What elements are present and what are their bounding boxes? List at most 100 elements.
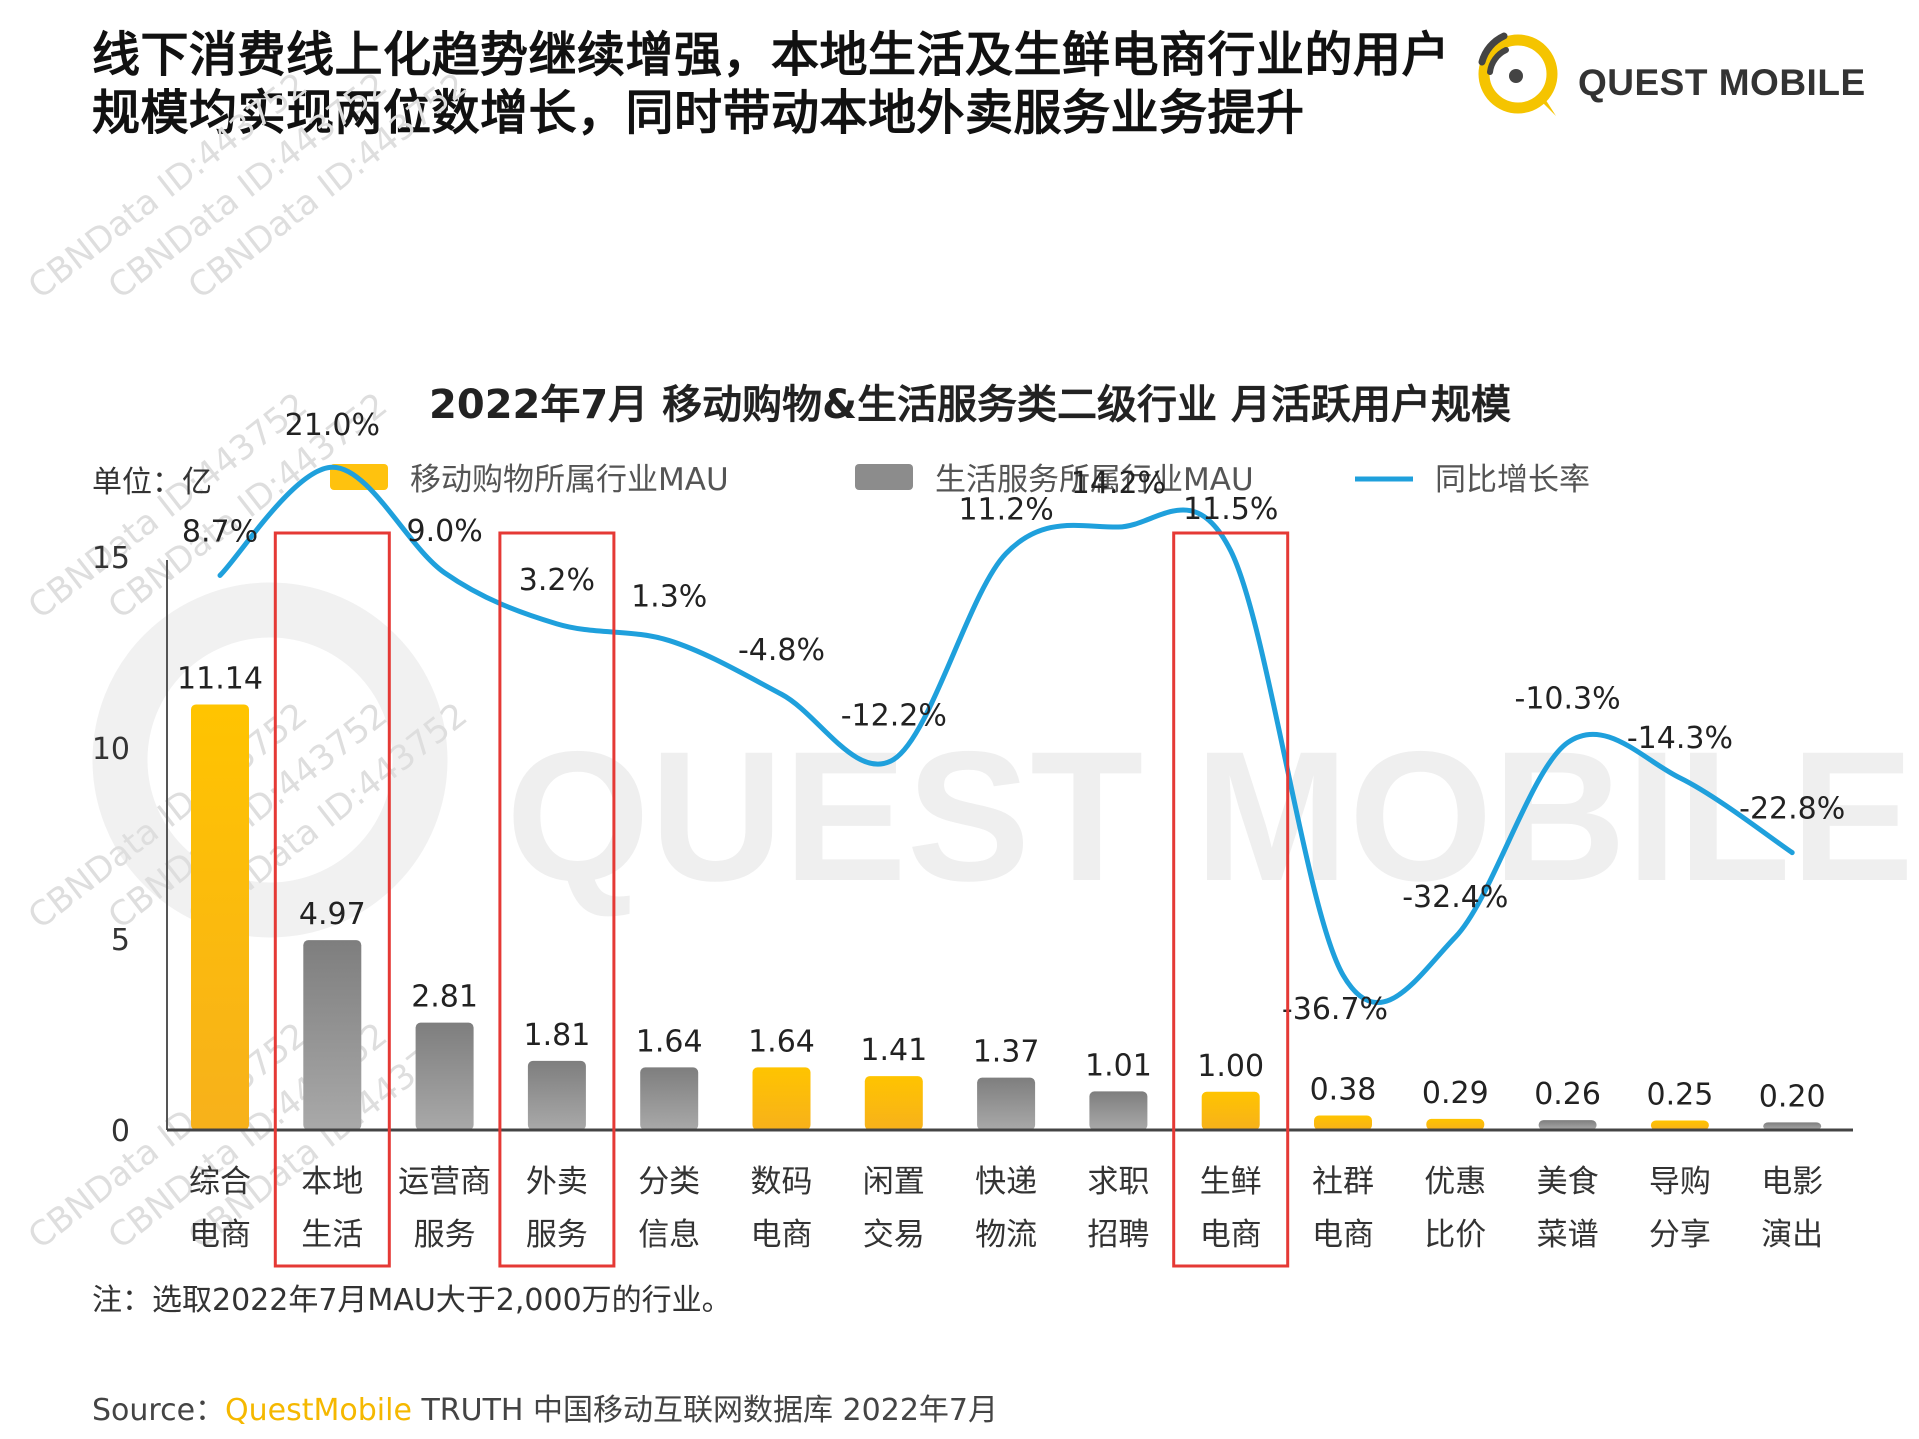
y-tick-label-2: 10: [92, 732, 130, 767]
category-label-4-line2: 信息: [638, 1217, 700, 1253]
bar-value-label-13: 0.25: [1647, 1077, 1714, 1112]
category-label-0-line1: 综合: [189, 1164, 251, 1200]
source-line: Source：QuestMobile TRUTH 中国移动互联网数据库 2022…: [92, 1385, 998, 1429]
bar-10: [1314, 1115, 1372, 1130]
growth-rate-line: [217, 464, 1795, 1005]
bar-value-label-9: 1.00: [1197, 1049, 1264, 1084]
growth-label-0: 8.7%: [182, 514, 258, 549]
category-label-12-line2: 菜谱: [1537, 1217, 1599, 1253]
quest-mobile-logo: QUEST MOBILE: [1468, 22, 1888, 132]
category-label-14-line1: 电影: [1761, 1164, 1823, 1200]
category-label-10-line1: 社群: [1312, 1164, 1374, 1200]
bar-value-label-1: 4.97: [299, 897, 366, 932]
category-label-9-line1: 生鲜: [1200, 1164, 1262, 1200]
bar-value-label-7: 1.37: [973, 1035, 1040, 1070]
category-label-0-line2: 电商: [189, 1217, 251, 1253]
highlight-box-1: [498, 531, 616, 1268]
category-label-1-line2: 生活: [301, 1217, 363, 1253]
bar-value-label-10: 0.38: [1310, 1072, 1377, 1107]
bar-value-label-8: 1.01: [1085, 1048, 1152, 1083]
bar-value-label-14: 0.20: [1759, 1079, 1826, 1114]
bar-value-label-5: 1.64: [748, 1024, 815, 1059]
category-label-6-line1: 闲置: [863, 1164, 925, 1200]
growth-label-14: -22.8%: [1739, 792, 1845, 827]
headline-line-1: 线下消费线上化趋势继续增强，本地生活及生鲜电商行业的用户: [92, 27, 1451, 83]
y-tick-label-3: 15: [92, 541, 130, 576]
bar-value-label-3: 1.81: [524, 1018, 591, 1053]
growth-label-10: -36.7%: [1282, 992, 1388, 1027]
watermark-background-text: QUEST MOBILE: [506, 714, 1914, 920]
source-brand: QuestMobile: [225, 1393, 412, 1428]
category-label-4-line1: 分类: [638, 1164, 700, 1200]
source-prefix: Source：: [92, 1393, 226, 1428]
chart-note: 注：选取2022年7月MAU大于2,000万的行业。: [92, 1283, 732, 1318]
category-label-1-line1: 本地: [301, 1164, 363, 1200]
category-label-3-line1: 外卖: [526, 1164, 588, 1200]
bar-5: [752, 1067, 811, 1130]
category-label-3-line2: 服务: [526, 1217, 588, 1253]
headline-line-2: 规模均实现两位数增长，同时带动本地外卖服务业务提升: [92, 85, 1305, 141]
growth-label-12: -10.3%: [1515, 682, 1621, 717]
bar-1: [303, 940, 362, 1130]
legend-label-2: 同比增长率: [1435, 462, 1590, 498]
highlight-box-0: [273, 531, 391, 1268]
bar-value-label-11: 0.29: [1422, 1076, 1489, 1111]
growth-label-5: -4.8%: [738, 633, 825, 668]
category-label-12-line1: 美食: [1537, 1164, 1599, 1200]
bar-13: [1650, 1120, 1709, 1130]
bar-12: [1538, 1120, 1597, 1130]
y-tick-label-1: 5: [111, 923, 130, 958]
category-label-14-line2: 演出: [1761, 1217, 1823, 1253]
category-label-11-line2: 比价: [1424, 1217, 1486, 1253]
legend-swatch-1: [855, 464, 913, 490]
category-label-2-line2: 服务: [414, 1217, 476, 1253]
category-label-11-line1: 优惠: [1424, 1164, 1486, 1200]
growth-label-2: 9.0%: [406, 514, 482, 549]
highlight-box-2: [1172, 531, 1290, 1268]
bar-14: [1763, 1122, 1822, 1130]
y-tick-label-0: 0: [111, 1114, 130, 1149]
logo-text: QUEST MOBILE: [1578, 62, 1866, 103]
category-label-9-line2: 电商: [1200, 1217, 1262, 1253]
bar-3: [527, 1060, 586, 1130]
legend-label-0: 移动购物所属行业MAU: [410, 462, 729, 498]
growth-label-7: 11.2%: [958, 492, 1053, 527]
growth-label-9: 11.5%: [1183, 492, 1278, 527]
category-label-8-line2: 招聘: [1087, 1217, 1149, 1253]
chart-title: 2022年7月 移动购物&生活服务类二级行业 月活跃用户规模: [429, 382, 1511, 428]
category-label-10-line2: 电商: [1312, 1217, 1374, 1253]
bar-value-label-4: 1.64: [636, 1024, 703, 1059]
bar-7: [977, 1077, 1036, 1130]
bar-2: [415, 1022, 474, 1130]
category-label-2-line1: 运营商: [398, 1164, 491, 1200]
growth-label-1: 21.0%: [285, 408, 380, 443]
growth-label-11: -32.4%: [1402, 880, 1508, 915]
legend-label-1: 生活服务所属行业MAU: [935, 462, 1254, 498]
bar-value-label-6: 1.41: [860, 1033, 927, 1068]
bar-0: [191, 704, 249, 1130]
watermark-logo-icon: [92, 582, 448, 938]
bar-value-label-12: 0.26: [1534, 1077, 1601, 1112]
growth-label-6: -12.2%: [841, 698, 947, 733]
bar-6: [864, 1076, 923, 1130]
unit-label: 单位：亿: [92, 465, 212, 500]
bar-value-label-0: 11.14: [177, 661, 263, 696]
source-rest: TRUTH 中国移动互联网数据库 2022年7月: [411, 1393, 998, 1428]
bar-value-label-2: 2.81: [411, 980, 478, 1015]
bar-9: [1201, 1091, 1260, 1130]
growth-label-13: -14.3%: [1627, 721, 1733, 756]
category-label-7-line2: 物流: [975, 1217, 1037, 1253]
category-label-7-line1: 快递: [975, 1164, 1037, 1200]
category-label-13-line1: 导购: [1649, 1164, 1711, 1200]
category-label-13-line2: 分享: [1649, 1217, 1711, 1253]
category-label-6-line2: 交易: [863, 1217, 925, 1253]
growth-label-4: 1.3%: [631, 580, 707, 615]
category-label-5-line2: 电商: [751, 1217, 813, 1253]
category-label-5-line1: 数码: [751, 1164, 813, 1200]
bar-11: [1426, 1118, 1485, 1130]
growth-label-3: 3.2%: [519, 563, 595, 598]
headline: 线下消费线上化趋势继续增强，本地生活及生鲜电商行业的用户 规模均实现两位数增长，…: [92, 26, 1452, 142]
bar-4: [640, 1067, 699, 1130]
growth-label-8: 14.2%: [1071, 466, 1166, 501]
